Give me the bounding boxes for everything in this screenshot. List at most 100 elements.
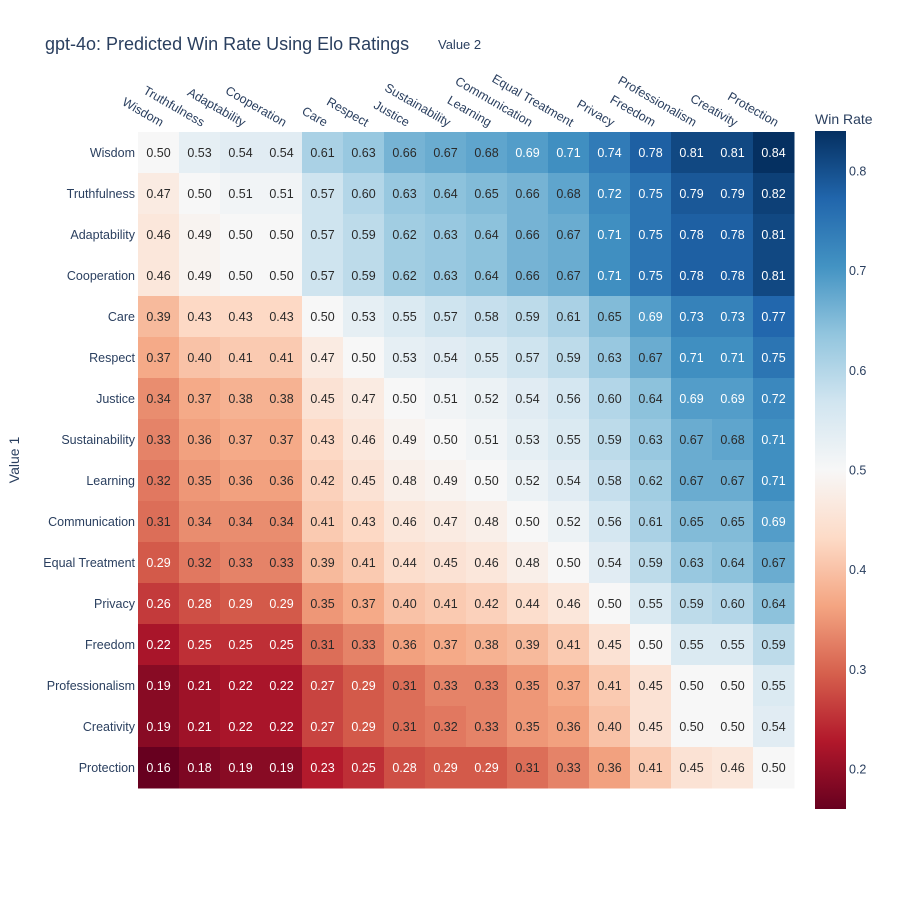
heatmap-cell [466, 337, 508, 379]
heatmap-cell [712, 460, 754, 502]
heatmap-cell [712, 501, 754, 543]
heatmap-cell [302, 214, 344, 256]
heatmap-cell-label: 0.38 [269, 392, 293, 406]
heatmap-cell [302, 583, 344, 625]
heatmap-cell [589, 542, 631, 584]
heatmap-cell [261, 337, 303, 379]
heatmap-cell [220, 460, 262, 502]
colorbar [815, 131, 846, 809]
heatmap-cell [220, 378, 262, 420]
heatmap-cell [712, 665, 754, 707]
heatmap-cell [548, 747, 590, 789]
heatmap-cell [179, 460, 221, 502]
heatmap-cell [589, 255, 631, 297]
heatmap-cell [548, 706, 590, 748]
heatmap-cell [507, 173, 549, 215]
heatmap-cell-label: 0.50 [310, 310, 334, 324]
heatmap-cell [179, 665, 221, 707]
heatmap-cell-label: 0.67 [679, 433, 703, 447]
heatmap-cell [179, 419, 221, 461]
heatmap-cell [343, 132, 385, 174]
heatmap-cell [671, 542, 713, 584]
heatmap-cell-label: 0.41 [597, 679, 621, 693]
heatmap-cell [138, 542, 180, 584]
heatmap-cell [589, 214, 631, 256]
heatmap-cell-label: 0.31 [146, 515, 170, 529]
heatmap-cell [138, 460, 180, 502]
heatmap-cell-label: 0.35 [515, 720, 539, 734]
heatmap-cell-label: 0.46 [146, 269, 170, 283]
heatmap-cell [466, 747, 508, 789]
heatmap-cell-label: 0.77 [761, 310, 785, 324]
heatmap-cell-label: 0.67 [556, 228, 580, 242]
heatmap-cell [179, 706, 221, 748]
heatmap-cell-label: 0.43 [351, 515, 375, 529]
heatmap-cell-label: 0.53 [187, 146, 211, 160]
heatmap-cell [671, 706, 713, 748]
y-tick-label: Creativity [83, 720, 136, 734]
heatmap-cell [425, 378, 467, 420]
heatmap-cell-label: 0.37 [351, 597, 375, 611]
heatmap-cell-label: 0.21 [187, 679, 211, 693]
heatmap-cell-label: 0.43 [187, 310, 211, 324]
heatmap-cell-label: 0.28 [392, 761, 416, 775]
heatmap-cell [220, 583, 262, 625]
heatmap-cell [425, 583, 467, 625]
heatmap-cell-label: 0.67 [761, 556, 785, 570]
heatmap-cell [138, 419, 180, 461]
heatmap-cell-label: 0.36 [187, 433, 211, 447]
heatmap-cell-label: 0.34 [228, 515, 252, 529]
heatmap-cell [507, 337, 549, 379]
heatmap-cell [425, 706, 467, 748]
heatmap-cell [630, 296, 672, 338]
heatmap-cell-label: 0.79 [720, 187, 744, 201]
heatmap-cell [425, 337, 467, 379]
heatmap-cell [589, 501, 631, 543]
heatmap-cell [302, 132, 344, 174]
heatmap-cell [343, 337, 385, 379]
heatmap-cell-label: 0.63 [597, 351, 621, 365]
heatmap-cell-label: 0.67 [638, 351, 662, 365]
heatmap-cell [589, 296, 631, 338]
heatmap-cell [466, 706, 508, 748]
heatmap-cell [302, 624, 344, 666]
heatmap-cell [384, 583, 426, 625]
heatmap-cell-label: 0.71 [597, 269, 621, 283]
heatmap-cell [630, 460, 672, 502]
x-axis-ticks: WisdomTruthfulnessAdaptabilityCooperatio… [120, 72, 781, 130]
heatmap-cell-label: 0.63 [433, 269, 457, 283]
heatmap-cell [384, 378, 426, 420]
heatmap-cell [671, 378, 713, 420]
colorbar-tick-label: 0.3 [849, 663, 866, 677]
heatmap-cell-label: 0.59 [761, 638, 785, 652]
heatmap-cell [343, 706, 385, 748]
heatmap-cell-label: 0.54 [228, 146, 252, 160]
y-tick-label: Professionalism [47, 679, 135, 693]
heatmap-cell [466, 460, 508, 502]
y-tick-label: Justice [96, 392, 135, 406]
heatmap-cell-label: 0.72 [761, 392, 785, 406]
heatmap-cell [630, 583, 672, 625]
heatmap-cell [138, 747, 180, 789]
colorbar-tick-label: 0.6 [849, 364, 866, 378]
heatmap-cell [384, 460, 426, 502]
heatmap-cell [507, 706, 549, 748]
heatmap-cell-label: 0.73 [679, 310, 703, 324]
heatmap-cell-label: 0.62 [638, 474, 662, 488]
heatmap-cell-label: 0.33 [433, 679, 457, 693]
heatmap-cell-label: 0.46 [720, 761, 744, 775]
heatmap-cell-label: 0.65 [679, 515, 703, 529]
heatmap-cell [753, 132, 795, 174]
heatmap-cell [753, 296, 795, 338]
heatmap-cell [138, 501, 180, 543]
heatmap-cell [261, 173, 303, 215]
heatmap-cell [179, 173, 221, 215]
heatmap-cell-label: 0.29 [474, 761, 498, 775]
heatmap-cell [220, 542, 262, 584]
heatmap-cell [753, 419, 795, 461]
heatmap-cell-label: 0.34 [187, 515, 211, 529]
heatmap-cell-label: 0.47 [433, 515, 457, 529]
heatmap-cell [548, 624, 590, 666]
heatmap-cell [179, 542, 221, 584]
heatmap-cell-label: 0.46 [556, 597, 580, 611]
